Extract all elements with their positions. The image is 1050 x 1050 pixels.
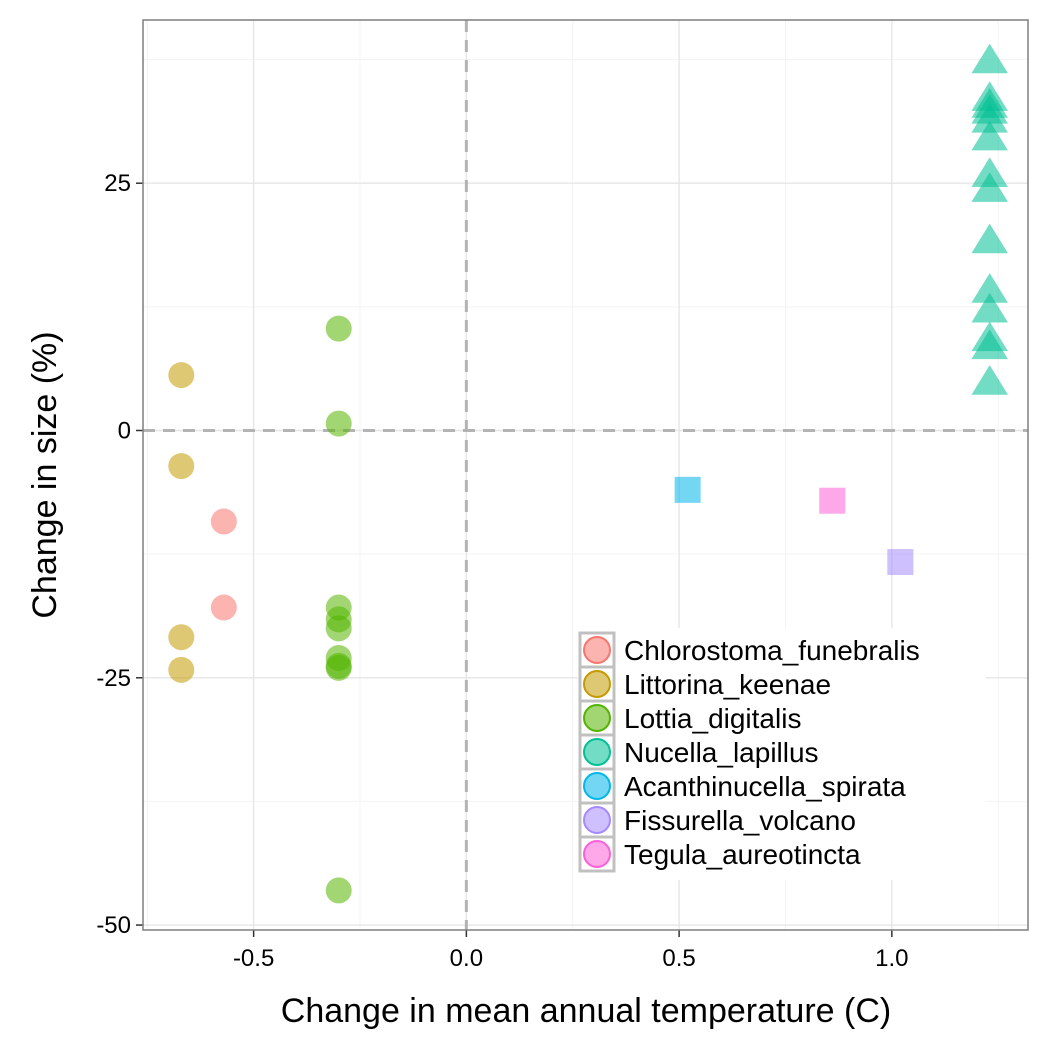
y-tick-label: 0 <box>118 417 131 444</box>
panel-border <box>142 19 1029 931</box>
legend-label: Acanthinucella_spirata <box>624 771 906 802</box>
data-point <box>325 410 352 437</box>
legend: Chlorostoma_funebralisLittorina_keenaeLo… <box>578 628 986 880</box>
data-point <box>168 362 195 389</box>
data-point <box>168 624 195 651</box>
y-axis-title: Change in size (%) <box>26 331 64 618</box>
legend-label: Chlorostoma_funebralis <box>624 635 920 666</box>
data-point <box>971 103 1008 133</box>
data-point <box>971 329 1008 360</box>
y-tick-label: -25 <box>96 665 131 692</box>
legend-marker <box>583 670 611 698</box>
legend-label: Tegula_aureotincta <box>624 839 861 870</box>
data-point <box>325 615 352 642</box>
x-tick-label: -0.5 <box>233 945 274 972</box>
data-point <box>168 453 195 480</box>
data-point <box>325 315 352 342</box>
legend-marker <box>583 704 611 732</box>
x-tick-label: 1.0 <box>875 945 908 972</box>
x-tick-label: 0.0 <box>450 945 483 972</box>
data-point <box>971 273 1008 303</box>
data-point <box>325 877 352 904</box>
legend-marker <box>583 772 611 800</box>
data-point <box>971 172 1008 202</box>
data-point <box>210 594 237 621</box>
data-point <box>971 365 1008 395</box>
data-point <box>674 476 701 503</box>
y-tick-label: -50 <box>96 912 131 939</box>
legend-marker <box>583 840 611 868</box>
legend-label: Nucella_lapillus <box>624 737 819 768</box>
data-point <box>887 549 914 576</box>
data-point <box>325 654 352 681</box>
legend-marker <box>583 738 611 766</box>
legend-marker <box>583 806 611 834</box>
data-point <box>210 508 237 535</box>
data-point <box>971 43 1008 74</box>
legend-label: Lottia_digitalis <box>624 703 801 734</box>
legend-label: Fissurella_volcano <box>624 805 856 836</box>
data-point <box>971 292 1008 323</box>
x-tick-label: 0.5 <box>662 945 695 972</box>
data-points <box>168 43 1008 904</box>
legend-marker <box>583 636 611 664</box>
legend-background <box>578 628 986 880</box>
data-point <box>971 120 1008 151</box>
data-point <box>168 656 195 683</box>
data-point <box>819 487 846 514</box>
legend-label: Littorina_keenae <box>624 669 831 700</box>
data-point <box>971 223 1008 254</box>
x-axis-title: Change in mean annual temperature (C) <box>281 992 891 1030</box>
axes: -0.5 0.0 0.5 1.0 -50 -25 0 25 <box>96 19 1029 972</box>
y-tick-label: 25 <box>104 170 131 197</box>
data-point <box>971 157 1008 187</box>
